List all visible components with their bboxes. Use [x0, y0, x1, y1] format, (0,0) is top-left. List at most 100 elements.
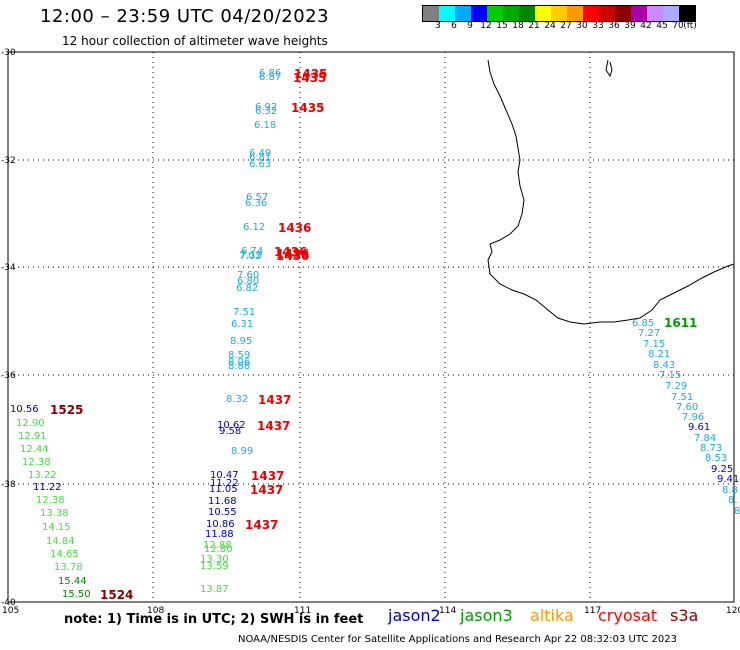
legend-swatch — [519, 6, 535, 21]
wave-height-value: 12.44 — [20, 444, 49, 455]
map-frame — [7, 51, 735, 603]
wave-height-value: 12.80 — [204, 544, 233, 555]
legend-label: 70 — [672, 21, 684, 31]
wave-height-value: 8.95 — [230, 336, 252, 347]
wave-height-value: 8.21 — [648, 349, 670, 360]
wave-height-value: 15.44 — [58, 576, 87, 587]
wave-height-value: 6.63 — [249, 159, 271, 170]
wave-height-value: 13.38 — [40, 508, 69, 519]
coastline-island — [605, 59, 613, 78]
wave-height-value: 11.68 — [208, 496, 237, 507]
legend-swatch — [471, 6, 487, 21]
wave-height-value: 8. — [728, 495, 738, 506]
legend-label: 24 — [544, 21, 556, 31]
wave-height-value: 8.32 — [226, 394, 248, 405]
legend-swatch — [647, 6, 663, 21]
satellite-label-jason2: jason2 — [388, 606, 441, 625]
wave-height-value: 6.36 — [245, 198, 267, 209]
wave-height-value: 6.18 — [254, 120, 276, 131]
wave-height-value: 12.38 — [22, 457, 51, 468]
lon-label: 120 — [726, 606, 740, 616]
lon-label: 117 — [584, 606, 601, 616]
wave-height-value: 8 — [734, 506, 740, 517]
wave-height-value: 13.87 — [200, 584, 229, 595]
wave-height-value: 10.47 — [210, 470, 239, 481]
observation-time: 1435 — [291, 101, 324, 115]
observation-time: 1611 — [664, 316, 697, 330]
wave-height-value: 7.51 — [233, 307, 255, 318]
color-scale-legend — [422, 5, 696, 22]
observation-time: 1436 — [274, 245, 307, 259]
legend-swatch — [615, 6, 631, 21]
lon-label: 114 — [439, 606, 456, 616]
coastline-western-australia — [487, 59, 735, 325]
lon-label: 105 — [2, 606, 19, 616]
wave-height-value: 13.59 — [200, 561, 229, 572]
wave-height-value: 8.53 — [705, 453, 727, 464]
observation-time: 1436 — [278, 221, 311, 235]
legend-swatch — [599, 6, 615, 21]
wave-height-value: 12.38 — [36, 495, 65, 506]
legend-swatch — [631, 6, 647, 21]
wave-height-value: 15.50 — [62, 589, 91, 600]
legend-label: 12 — [480, 21, 492, 31]
observation-time: 1437 — [250, 483, 283, 497]
legend-swatch — [551, 6, 567, 21]
wave-height-value: 7.27 — [638, 328, 660, 339]
wave-height-value: 14.65 — [50, 549, 79, 560]
observation-time: 1437 — [258, 393, 291, 407]
wave-height-value: 7.15 — [643, 339, 665, 350]
legend-label: 39 — [624, 21, 636, 31]
legend-swatch — [487, 6, 503, 21]
wave-height-value: 6.80 — [237, 276, 259, 287]
wave-height-value: 7.60 — [676, 402, 698, 413]
wave-height-value: 13.30 — [200, 554, 229, 565]
legend-swatch — [535, 6, 551, 21]
wave-height-value: 9.61 — [688, 422, 710, 433]
legend-swatch — [423, 6, 439, 21]
wave-height-value: 14.84 — [46, 536, 75, 547]
wave-height-value: 10.56 — [10, 404, 39, 415]
legend-label: 36 — [608, 21, 620, 31]
wave-height-value: 8.43 — [653, 360, 675, 371]
wave-height-value: 10.62 — [217, 420, 246, 431]
lon-label: 111 — [294, 606, 311, 616]
wave-height-value: 8.8 — [722, 485, 738, 496]
wave-height-value: 9.25 — [711, 464, 733, 475]
legend-swatch — [567, 6, 583, 21]
wave-height-value: 6.81 — [249, 152, 271, 163]
wave-height-value: 9.41 — [717, 474, 739, 485]
wave-height-value: 8.99 — [231, 446, 253, 457]
legend-swatch — [663, 6, 679, 21]
lat-label: -38 — [1, 480, 16, 490]
wave-height-value: 6.74 — [241, 246, 263, 257]
wave-height-value: 12.90 — [16, 418, 45, 429]
legend-label: (ft) — [683, 21, 697, 31]
wave-height-value: 11.88 — [205, 529, 234, 540]
color-scale-labels: 3 6 9 12 15 18 21 24 27 30 33 36 39 42 45 70 (ft) — [422, 21, 740, 35]
wave-height-value: 13.22 — [28, 470, 57, 481]
wave-height-value: 8.88 — [228, 361, 250, 372]
wave-height-value: 6.57 — [246, 192, 268, 203]
legend-label: 42 — [640, 21, 652, 31]
satellite-label-s3a: s3a — [670, 606, 699, 625]
wave-height-value: 11.22 — [210, 478, 239, 489]
observation-time: 1436 — [276, 249, 309, 263]
wave-height-value: 7.02 — [239, 251, 261, 262]
legend-swatch — [679, 6, 695, 21]
legend-label: 30 — [576, 21, 588, 31]
legend-label: 15 — [496, 21, 508, 31]
lat-label: -30 — [1, 48, 16, 58]
wave-height-value: 6.82 — [236, 283, 258, 294]
legend-label: 21 — [528, 21, 540, 31]
legend-label: 6 — [451, 21, 457, 31]
wave-height-value: 6.87 — [259, 72, 281, 83]
wave-height-value: 13.78 — [54, 562, 83, 573]
wave-height-value: 6.49 — [249, 148, 271, 159]
observation-time: 1436 — [276, 247, 309, 261]
wave-height-value: 6.92 — [255, 102, 277, 113]
wave-height-value: 7.15 — [659, 370, 681, 381]
altimeter-observations: 6.866.87 6.926.32 6.18 6.496.816.63 6.576.36… — [10, 67, 740, 602]
wave-height-value: 9.58 — [219, 426, 241, 437]
